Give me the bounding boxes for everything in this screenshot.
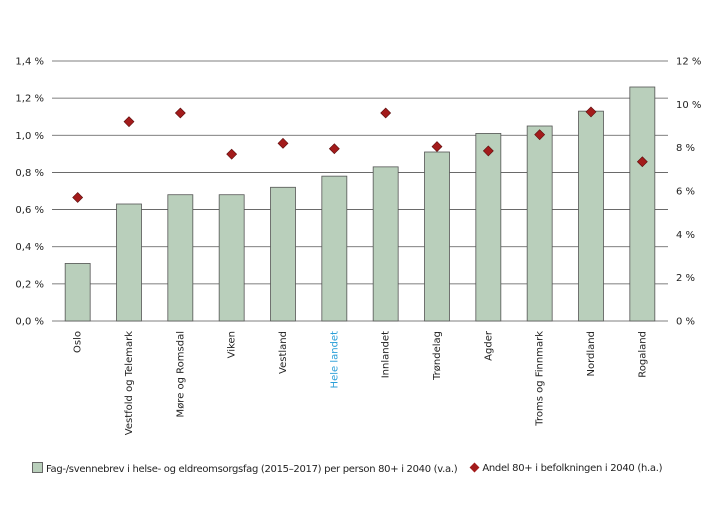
left-tick-label: 0,0 % <box>15 317 44 328</box>
left-tick-label: 0,6 % <box>15 205 44 216</box>
category-label: Agder <box>483 330 494 361</box>
right-tick-label: 2 % <box>676 273 695 284</box>
diamond-marker <box>174 107 186 119</box>
bar <box>116 203 142 322</box>
category-label: Hele landet <box>329 331 340 389</box>
bar <box>578 110 604 322</box>
category-label: Møre og Romsdal <box>175 331 186 417</box>
category-label: Viken <box>227 331 238 358</box>
legend-item-bars: Fag-/svennebrev i helse- og eldreomsorgs… <box>32 462 458 475</box>
right-tick-label: 0 % <box>676 317 695 328</box>
bar <box>218 194 245 322</box>
diamond-marker <box>277 137 289 149</box>
category-label: Trøndelag <box>432 331 443 381</box>
legend-diamond-icon <box>469 462 480 473</box>
diamond-marker <box>226 148 238 160</box>
bar <box>372 166 399 322</box>
diamond-marker <box>328 143 340 155</box>
bar <box>424 151 450 322</box>
diamond-marker <box>636 156 648 168</box>
left-tick-label: 0,8 % <box>15 168 44 179</box>
bar <box>475 133 502 322</box>
legend-label-bars: Fag-/svennebrev i helse- og eldreomsorgs… <box>46 464 458 475</box>
right-tick-label: 10 % <box>676 100 701 111</box>
left-tick-label: 1,4 % <box>15 57 44 68</box>
bar <box>167 194 194 322</box>
right-tick-label: 8 % <box>676 143 695 154</box>
diamond-marker <box>72 192 84 203</box>
right-tick-label: 4 % <box>676 230 695 241</box>
legend: Fag-/svennebrev i helse- og eldreomsorgs… <box>32 462 662 475</box>
bar <box>526 125 553 322</box>
left-tick-label: 0,4 % <box>15 242 44 253</box>
left-tick-label: 0,2 % <box>15 279 44 290</box>
bar <box>629 86 656 322</box>
bar <box>270 186 296 322</box>
category-label: Vestfold og Telemark <box>124 331 135 435</box>
category-label: Troms og Finnmark <box>535 331 546 427</box>
right-tick-label: 12 % <box>676 57 701 68</box>
chart: 0,0 % 0,2 % 0,4 % 0,6 % 0,8 % 1,0 % 1,2 % 1,4 %… <box>15 57 701 436</box>
diamond-marker <box>123 116 135 128</box>
category-label: Rogaland <box>637 331 648 378</box>
diamond-marker <box>380 107 392 119</box>
category-label: Vestland <box>278 331 289 374</box>
diamond-marker <box>534 129 546 141</box>
bar <box>64 263 91 322</box>
right-tick-label: 6 % <box>676 187 695 198</box>
category-label: Nordland <box>586 331 597 376</box>
left-tick-label: 1,0 % <box>15 131 44 142</box>
left-tick-label: 1,2 % <box>15 94 44 105</box>
legend-swatch-bars <box>32 462 43 473</box>
legend-item-diamonds: Andel 80+ i befolkningen i 2040 (h.a.) <box>469 462 663 474</box>
category-label: Innlandet <box>381 331 392 378</box>
diamond-marker <box>482 145 494 157</box>
diamond-marker <box>585 106 597 118</box>
legend-label-diamonds: Andel 80+ i befolkningen i 2040 (h.a.) <box>482 463 663 474</box>
bar <box>321 175 348 322</box>
diamond-marker <box>431 141 443 153</box>
category-label: Oslo <box>73 331 84 353</box>
